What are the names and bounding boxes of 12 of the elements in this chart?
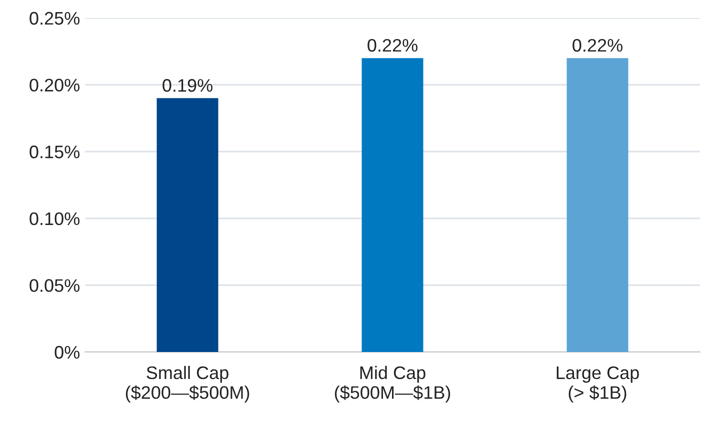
x-tick-label: Small Cap ($200—$500M) [126, 366, 250, 402]
y-tick-label: 0.20% [30, 78, 80, 92]
data-label: 0.19% [162, 79, 212, 92]
data-label: 0.22% [572, 38, 622, 52]
y-tick-label: 0% [54, 346, 80, 359]
x-tick-label: Large Cap (> $1B) [556, 366, 639, 402]
y-tick-label: 0.05% [30, 279, 80, 292]
data-label: 0.22% [368, 38, 418, 52]
x-tick-label: Mid Cap ($500M—$1B) [334, 366, 450, 402]
y-tick-label: 0.25% [30, 12, 80, 25]
y-tick-label: 0.10% [30, 212, 80, 226]
y-tick-label: 0.15% [30, 146, 80, 158]
